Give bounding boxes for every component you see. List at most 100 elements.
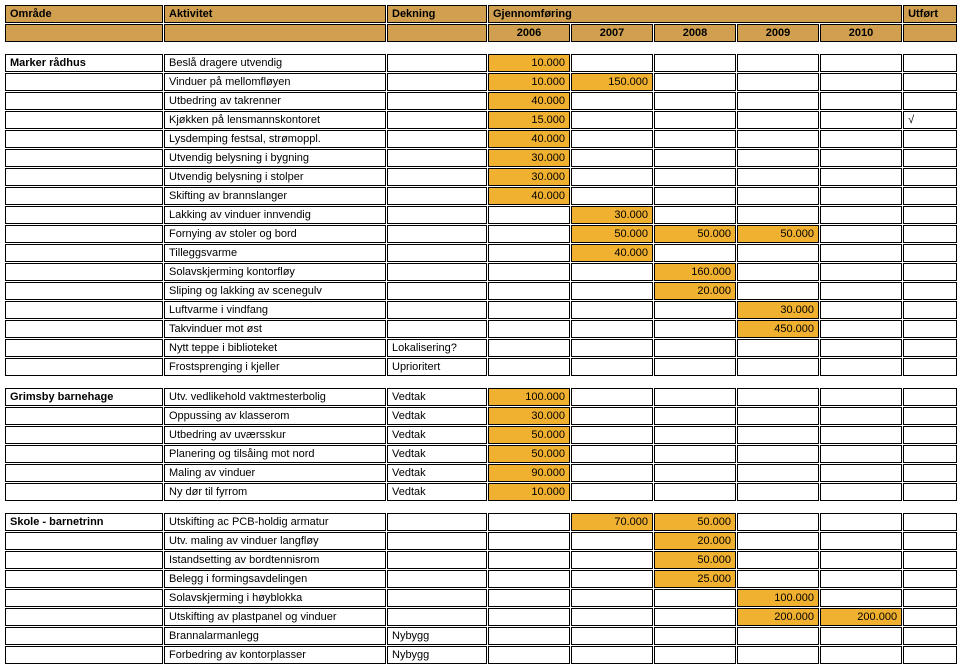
done-cell bbox=[903, 646, 957, 664]
table-row: Vinduer på mellomfløyen10.000150.000 bbox=[5, 73, 957, 91]
activity-cell: Utvendig belysning i bygning bbox=[164, 149, 386, 167]
activity-cell: Ny dør til fyrrom bbox=[164, 483, 386, 501]
activity-cell: Utvendig belysning i stolper bbox=[164, 168, 386, 186]
value-cell bbox=[571, 111, 653, 129]
coverage-cell bbox=[387, 532, 487, 550]
table-row: Oppussing av klasseromVedtak30.000 bbox=[5, 407, 957, 425]
value-cell bbox=[820, 111, 902, 129]
done-cell bbox=[903, 225, 957, 243]
value-cell bbox=[737, 130, 819, 148]
table-row: Kjøkken på lensmannskontoret15.000√ bbox=[5, 111, 957, 129]
col-area: Område bbox=[5, 5, 163, 23]
value-cell bbox=[820, 483, 902, 501]
activity-cell: Tilleggsvarme bbox=[164, 244, 386, 262]
value-cell bbox=[737, 111, 819, 129]
value-cell bbox=[488, 589, 570, 607]
value-cell bbox=[571, 570, 653, 588]
value-cell bbox=[820, 426, 902, 444]
value-cell bbox=[820, 149, 902, 167]
cell bbox=[5, 320, 163, 338]
value-cell bbox=[737, 445, 819, 463]
value-cell bbox=[820, 301, 902, 319]
value-cell bbox=[737, 464, 819, 482]
table-row: Maling av vinduerVedtak90.000 bbox=[5, 464, 957, 482]
cell bbox=[5, 111, 163, 129]
value-cell bbox=[737, 358, 819, 376]
budget-table: OmrådeAktivitetDekningGjennomføringUtfør… bbox=[4, 4, 958, 665]
value-cell bbox=[820, 320, 902, 338]
value-cell bbox=[488, 513, 570, 531]
coverage-cell: Vedtak bbox=[387, 426, 487, 444]
cell bbox=[5, 483, 163, 501]
cell bbox=[5, 589, 163, 607]
cell bbox=[5, 627, 163, 645]
table-row: Utskifting av plastpanel og vinduer200.0… bbox=[5, 608, 957, 626]
cell bbox=[5, 244, 163, 262]
value-cell bbox=[737, 168, 819, 186]
done-cell bbox=[903, 388, 957, 406]
value-cell: 100.000 bbox=[737, 589, 819, 607]
value-cell bbox=[820, 464, 902, 482]
value-cell bbox=[488, 551, 570, 569]
value-cell bbox=[654, 244, 736, 262]
value-cell bbox=[654, 646, 736, 664]
done-cell bbox=[903, 73, 957, 91]
cell bbox=[5, 532, 163, 550]
value-cell bbox=[820, 187, 902, 205]
activity-cell: Sliping og lakking av scenegulv bbox=[164, 282, 386, 300]
done-cell bbox=[903, 149, 957, 167]
table-row: Lysdemping festsal, strømoppl.40.000 bbox=[5, 130, 957, 148]
coverage-cell bbox=[387, 513, 487, 531]
activity-cell: Forbedring av kontorplasser bbox=[164, 646, 386, 664]
activity-cell: Lysdemping festsal, strømoppl. bbox=[164, 130, 386, 148]
value-cell bbox=[571, 339, 653, 357]
value-cell bbox=[820, 73, 902, 91]
table-row: Utv. maling av vinduer langfløy20.000 bbox=[5, 532, 957, 550]
value-cell bbox=[820, 551, 902, 569]
value-cell bbox=[571, 608, 653, 626]
done-cell bbox=[903, 187, 957, 205]
col-year-2010: 2010 bbox=[820, 24, 902, 42]
value-cell bbox=[654, 54, 736, 72]
cell bbox=[5, 358, 163, 376]
coverage-cell: Nybygg bbox=[387, 627, 487, 645]
done-cell bbox=[903, 263, 957, 281]
activity-cell: Oppussing av klasserom bbox=[164, 407, 386, 425]
value-cell: 50.000 bbox=[488, 445, 570, 463]
col-done: Utført bbox=[903, 5, 957, 23]
done-cell bbox=[903, 513, 957, 531]
value-cell bbox=[820, 445, 902, 463]
value-cell bbox=[737, 483, 819, 501]
done-cell bbox=[903, 532, 957, 550]
cell bbox=[5, 263, 163, 281]
cell bbox=[5, 339, 163, 357]
cell bbox=[5, 445, 163, 463]
value-cell bbox=[571, 445, 653, 463]
done-cell: √ bbox=[903, 111, 957, 129]
done-cell bbox=[903, 551, 957, 569]
value-cell bbox=[654, 301, 736, 319]
done-cell bbox=[903, 570, 957, 588]
table-row: Utbedring av takrenner40.000 bbox=[5, 92, 957, 110]
value-cell bbox=[488, 206, 570, 224]
coverage-cell bbox=[387, 187, 487, 205]
cell bbox=[5, 407, 163, 425]
value-cell bbox=[571, 627, 653, 645]
value-cell bbox=[737, 92, 819, 110]
value-cell: 70.000 bbox=[571, 513, 653, 531]
value-cell bbox=[571, 589, 653, 607]
coverage-cell: Vedtak bbox=[387, 445, 487, 463]
value-cell bbox=[488, 339, 570, 357]
coverage-cell: Lokalisering? bbox=[387, 339, 487, 357]
activity-cell: Utskifting ac PCB-holdig armatur bbox=[164, 513, 386, 531]
value-cell bbox=[571, 320, 653, 338]
coverage-cell bbox=[387, 73, 487, 91]
value-cell bbox=[571, 168, 653, 186]
value-cell: 90.000 bbox=[488, 464, 570, 482]
cell bbox=[5, 73, 163, 91]
done-cell bbox=[903, 206, 957, 224]
activity-cell: Solavskjerming kontorfløy bbox=[164, 263, 386, 281]
value-cell bbox=[820, 225, 902, 243]
table-row: Forbedring av kontorplasserNybygg bbox=[5, 646, 957, 664]
value-cell bbox=[654, 627, 736, 645]
